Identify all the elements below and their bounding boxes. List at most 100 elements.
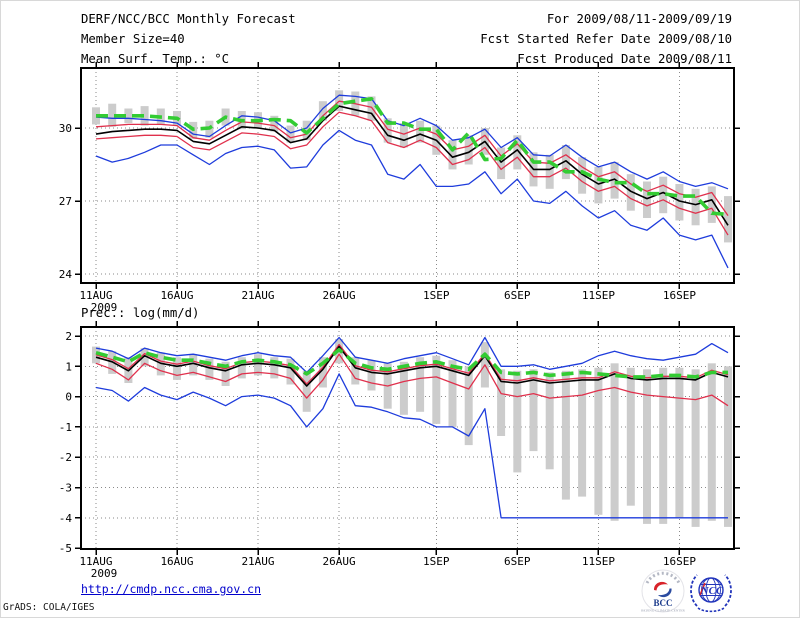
ensemble-spread-bar — [691, 188, 700, 226]
series-ensemble-max — [95, 336, 729, 374]
y-tick-label: 24 — [59, 268, 73, 281]
bcc-label: BCC — [653, 598, 672, 608]
ensemble-spread-bar — [659, 176, 668, 214]
ensemble-spread-bar — [675, 184, 684, 221]
ensemble-spread-bar — [464, 366, 473, 446]
ensemble-spread-bar — [173, 357, 181, 380]
refer-date-label: Fcst Started Refer Date 2009/08/10 — [480, 32, 732, 46]
ensemble-spread-bar — [724, 366, 732, 527]
ensemble-spread-bar — [659, 367, 668, 524]
bcc-logo: BCC BEIJING CLIMATE CENTER — [641, 569, 686, 613]
ensemble-spread-bar — [626, 367, 635, 506]
source-url-link[interactable]: http://cmdp.ncc.cma.gov.cn — [81, 582, 262, 596]
precipitation-frame — [80, 326, 735, 550]
ensemble-spread-bar — [448, 140, 457, 170]
ensemble-spread-bar — [643, 181, 651, 218]
forecast-range-label: For 2009/08/11-2009/09/19 — [546, 12, 732, 26]
bcc-subtext: BEIJING CLIMATE CENTER — [641, 609, 685, 613]
ensemble-spread-bar — [578, 157, 587, 194]
ensemble-spread-bar — [626, 174, 635, 211]
ensemble-spread-bar — [610, 363, 619, 521]
y-tick-label: 27 — [59, 195, 72, 208]
ensemble-spread-bar — [545, 154, 554, 189]
y-tick-label: 1 — [65, 360, 72, 373]
ensemble-spread-bar — [367, 96, 376, 121]
produced-date-label: Fcst Produced Date 2009/08/11 — [517, 52, 732, 66]
ensemble-spread-bar — [367, 360, 376, 391]
bcc-swirl-red — [653, 581, 668, 591]
x-tick-label: 26AUG — [323, 289, 356, 302]
x-tick-label: 16AUG — [160, 289, 193, 302]
agency-logos: BCC BEIJING CLIMATE CENTER NCC — [641, 569, 733, 613]
series-climatology — [95, 347, 728, 379]
ensemble-spread-bar — [513, 135, 522, 170]
ensemble-spread-bar — [545, 372, 554, 470]
ncc-wreath-right — [724, 574, 732, 607]
ensemble-spread-bar — [464, 135, 473, 165]
ensemble-spread-bar — [416, 120, 425, 143]
ensemble-spread-bar — [254, 354, 262, 376]
prec-chart-title: Prec.: log(mm/d) — [81, 306, 200, 320]
ensemble-spread-bar — [140, 106, 149, 126]
y-tick-label: -5 — [59, 542, 72, 555]
temperature-frame — [80, 67, 735, 284]
ncc-label: NCC — [700, 585, 724, 597]
ensemble-spread-bar — [497, 147, 506, 180]
x-tick-label: 11SEP — [582, 289, 615, 302]
ensemble-spread-bar — [561, 370, 570, 500]
bcc-ring-characters — [645, 571, 681, 584]
x-tick-label: 26AUG — [323, 555, 356, 568]
ensemble-spread-bar — [383, 118, 392, 143]
ensemble-spread-bar — [643, 369, 651, 524]
ensemble-spread-bar — [724, 196, 732, 243]
ensemble-spread-bar — [286, 358, 295, 385]
ensemble-spread-bar — [270, 357, 279, 379]
ensemble-spread-bar — [675, 367, 684, 518]
ensemble-spread-bar — [286, 125, 295, 143]
precipitation-chart: 11AUG 16AUG 21AUG 26AUG 1SEP 6SEP 11SEP 16SEP20… — [59, 321, 740, 580]
x-tick-label: 16AUG — [160, 555, 193, 568]
y-tick-label: 30 — [59, 122, 72, 135]
ensemble-spread-bar — [140, 348, 149, 367]
ensemble-spread-bar — [561, 145, 570, 180]
ensemble-spread-bar — [707, 363, 716, 521]
ensemble-spread-bar — [221, 361, 230, 386]
ensemble-spread-bar — [497, 369, 506, 436]
ensemble-spread-bar — [108, 103, 117, 127]
ensemble-spread-bar — [432, 355, 441, 424]
ensemble-spread-bar — [578, 369, 587, 497]
ensemble-spread-bar — [399, 361, 408, 415]
series-ensemble-min — [95, 129, 729, 269]
ensemble-spread-bar — [189, 354, 198, 376]
x-tick-label: 6SEP — [504, 289, 531, 302]
ensemble-spread-bar — [399, 123, 408, 148]
ensemble-spread-bar — [318, 101, 327, 121]
ensemble-spread-bar — [237, 357, 246, 379]
series-mean-minus-std — [95, 353, 729, 407]
y-tick-label: 0 — [65, 391, 72, 404]
ncc-logo: NCC — [689, 569, 733, 613]
ensemble-spread-bar — [594, 367, 603, 515]
grads-credit: GrADS: COLA/IGES — [3, 602, 95, 613]
ensemble-spread-bar — [691, 369, 700, 527]
x-tick-label: 11AUG — [79, 555, 112, 568]
series-climatology — [96, 97, 729, 217]
ensemble-spread-bar — [302, 120, 311, 141]
y-tick-label: -2 — [59, 451, 72, 464]
series-ensemble-max — [95, 94, 729, 190]
y-tick-label: -1 — [59, 421, 72, 434]
ensemble-spread-bar — [610, 162, 619, 199]
bcc-swirl-blue — [658, 588, 672, 598]
ensemble-spread-bar — [302, 370, 311, 412]
ensemble-spread-bar — [351, 357, 360, 385]
y-tick-label: -4 — [59, 512, 73, 525]
x-tick-label: 1SEP — [423, 555, 450, 568]
x-tick-label: 21AUG — [241, 555, 274, 568]
x-tick-label: 21AUG — [241, 289, 274, 302]
page-title: DERF/NCC/BCC Monthly Forecast — [81, 12, 296, 26]
temp-chart-title: Mean Surf. Temp.: °C — [81, 52, 230, 66]
ncc-wreath-bottom — [697, 607, 725, 613]
x-tick-label: 16SEP — [663, 555, 696, 568]
